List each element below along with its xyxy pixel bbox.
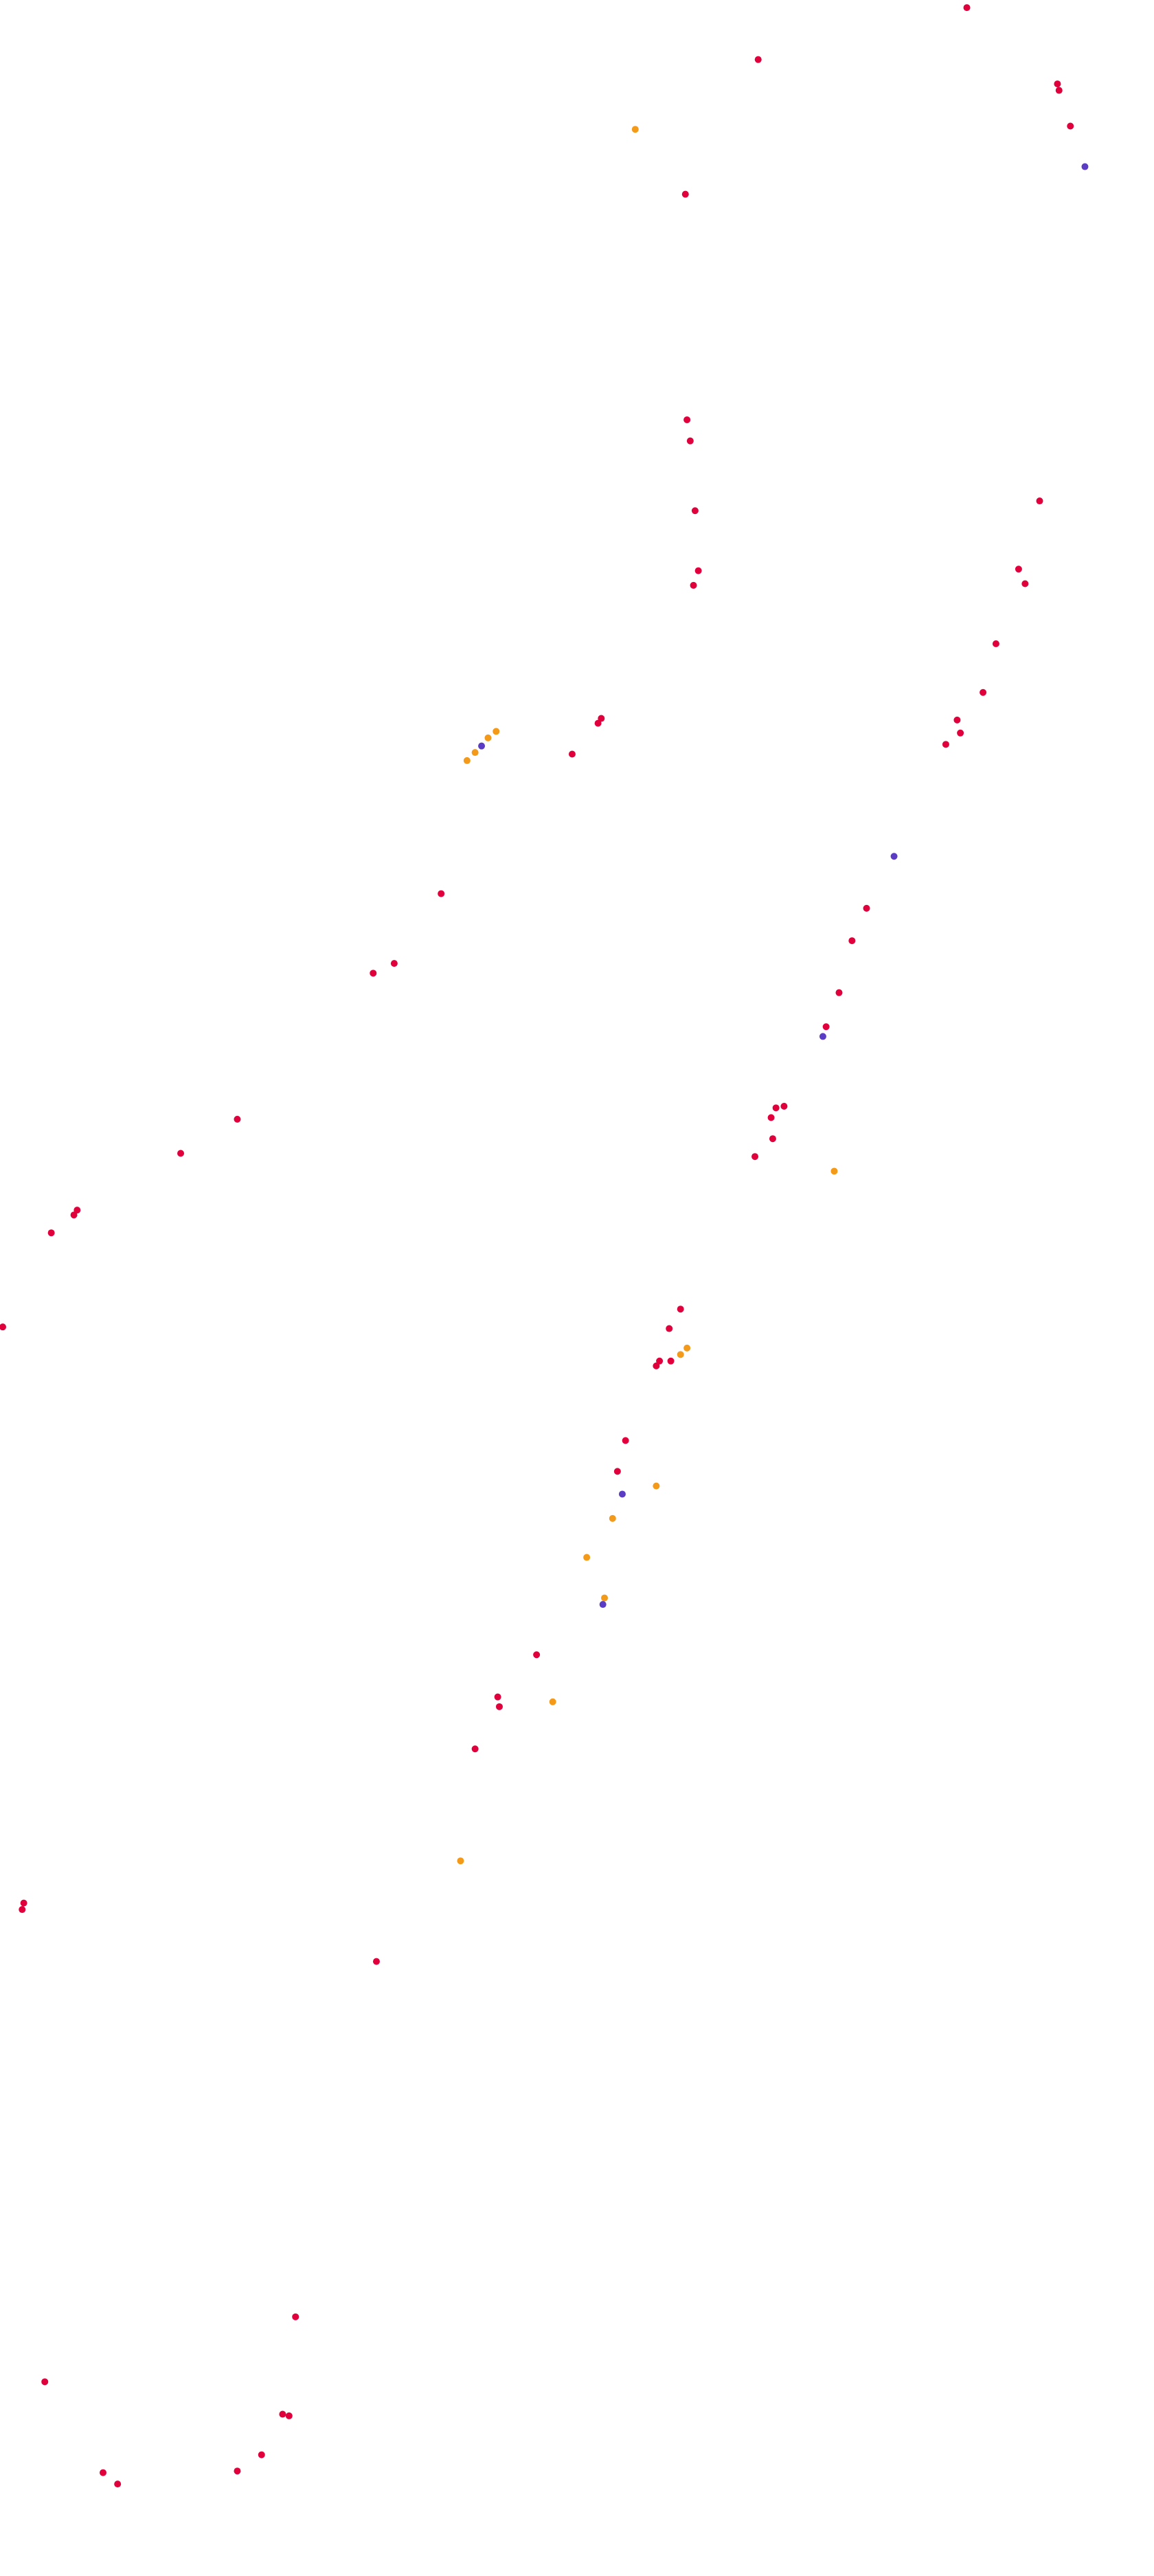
point — [1067, 122, 1074, 130]
point — [47, 1229, 55, 1237]
point — [653, 1482, 660, 1490]
point — [73, 1207, 81, 1214]
point — [457, 1857, 464, 1865]
point — [690, 581, 697, 589]
point — [957, 729, 964, 737]
point — [370, 970, 377, 977]
point — [942, 741, 949, 748]
point — [681, 190, 689, 198]
point — [598, 715, 605, 722]
point — [683, 1344, 691, 1352]
point — [0, 1323, 6, 1331]
point — [1055, 87, 1063, 94]
point — [484, 734, 492, 741]
point — [1021, 580, 1029, 587]
point — [494, 1693, 501, 1701]
point — [609, 1514, 616, 1522]
point — [848, 937, 856, 945]
point — [471, 1745, 479, 1753]
point — [890, 853, 898, 860]
point — [471, 749, 479, 757]
point — [1081, 163, 1089, 170]
point — [234, 1115, 241, 1123]
point — [599, 1601, 607, 1609]
point — [1054, 80, 1061, 88]
point — [822, 1023, 830, 1031]
point — [390, 960, 398, 967]
point — [992, 640, 999, 647]
point — [100, 2469, 107, 2476]
point — [478, 742, 486, 750]
point — [20, 1899, 27, 1907]
point — [863, 904, 870, 912]
point — [963, 4, 971, 12]
point — [292, 2313, 299, 2320]
point — [772, 1104, 780, 1112]
point — [285, 2412, 293, 2419]
point — [70, 1211, 78, 1219]
point — [677, 1351, 684, 1358]
point — [694, 567, 702, 574]
point — [769, 1135, 776, 1143]
point — [114, 2480, 122, 2488]
point — [279, 2410, 286, 2418]
point — [677, 1306, 684, 1313]
point — [177, 1150, 185, 1157]
point — [372, 1958, 380, 1965]
point — [653, 1362, 660, 1369]
point — [683, 416, 691, 423]
point — [438, 890, 445, 897]
point — [980, 688, 987, 696]
point — [819, 1033, 826, 1040]
point — [495, 1703, 503, 1710]
point — [618, 1490, 626, 1498]
point — [594, 719, 602, 727]
point — [754, 56, 762, 63]
point — [767, 1114, 775, 1121]
point — [258, 2451, 265, 2459]
point — [830, 1167, 838, 1175]
point — [953, 716, 961, 724]
point — [583, 1554, 591, 1561]
point — [601, 1594, 609, 1602]
point — [41, 2378, 49, 2386]
point — [622, 1437, 629, 1444]
point — [1015, 565, 1022, 573]
point — [568, 750, 576, 758]
point — [686, 437, 694, 445]
point — [234, 2467, 241, 2475]
point — [1036, 497, 1043, 505]
point — [666, 1325, 673, 1332]
point — [19, 1906, 26, 1914]
point — [751, 1153, 759, 1161]
point — [493, 728, 500, 735]
point — [835, 989, 843, 996]
point — [533, 1651, 541, 1659]
point — [463, 757, 471, 764]
point — [631, 126, 639, 133]
point — [667, 1357, 675, 1365]
point — [549, 1698, 556, 1705]
point — [613, 1468, 621, 1475]
point — [656, 1357, 664, 1365]
point — [780, 1102, 788, 1110]
point — [691, 507, 699, 515]
